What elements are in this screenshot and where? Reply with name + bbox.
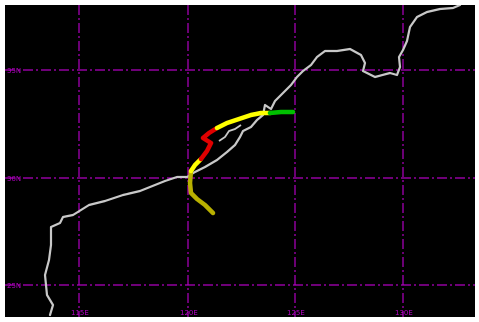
lat-label-35n: 35N: [7, 67, 21, 75]
lat-label-25n: 25N: [7, 282, 21, 290]
track-map: 35N 30N 25N 115E 120E 125E 130E: [5, 5, 475, 317]
map-background: [5, 5, 475, 317]
lon-label-120e: 120E: [180, 309, 198, 317]
lon-label-125e: 125E: [287, 309, 305, 317]
track-segment-2: [188, 156, 204, 174]
lat-label-30n: 30N: [7, 175, 21, 183]
lon-label-115e: 115E: [71, 309, 89, 317]
track-segment-1: [187, 168, 216, 216]
lon-label-130e: 130E: [395, 309, 413, 317]
graticule: [5, 5, 475, 317]
track-segment-4: [214, 110, 273, 131]
coastline-detail: [218, 124, 242, 142]
track-segment-5: [267, 109, 296, 116]
storm-track: [187, 109, 296, 216]
track-segment-3: [198, 125, 220, 162]
coastline: [43, 5, 462, 317]
